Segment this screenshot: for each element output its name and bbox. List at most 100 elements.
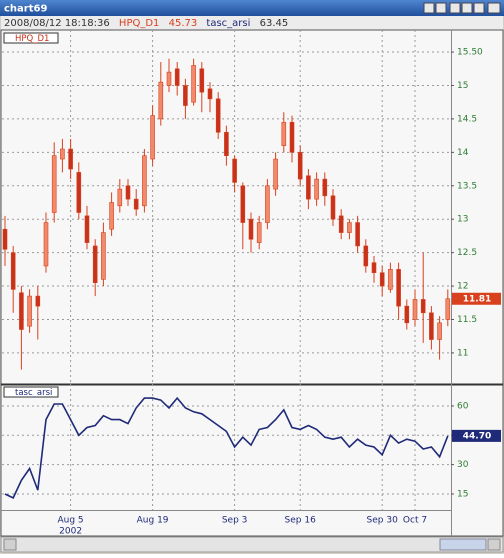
candle-body [35,295,41,307]
x-tick-label: Sep 16 [285,516,317,526]
scroll-left[interactable] [3,538,17,551]
indicator-line [4,396,449,499]
x-tick-label: Aug 19 [137,516,169,526]
candle-body [314,178,319,200]
window-title: chart69 [4,4,47,15]
candle-body [51,155,57,213]
candle-body [68,148,73,170]
scroll-right[interactable] [487,538,501,551]
candle-body [76,172,82,213]
panel-label-box [3,32,59,44]
candle-body [215,98,221,133]
candle-body [256,222,262,243]
candle-body [133,198,139,210]
info-line: 2008/08/12 18:18:36 HPQ_D1 45.73 tasc_ar… [4,18,288,29]
year-label: 2002 [59,527,82,537]
candle-body [60,148,65,160]
y-tick-label: 12.5 [457,248,477,258]
candle-body [330,195,336,220]
candle-body [363,245,369,267]
x-tick-label: Sep 3 [222,516,248,526]
candle-body [27,295,32,327]
x-tick-label: Oct 7 [403,516,427,526]
candle-body [207,88,213,100]
candle-body [166,71,172,86]
candle-body [412,299,418,320]
candle-body [191,65,196,103]
candle-body [322,178,328,197]
price: 45.73 [169,18,198,29]
candle-body [232,158,237,183]
y-tick-label: 14 [457,148,469,158]
candle-body [109,202,114,230]
current-value-label: 44.70 [463,431,491,441]
candle-body [150,115,155,160]
candle-body [379,272,385,287]
candle-body [158,81,164,120]
scrollbar[interactable] [0,536,504,553]
current-value-label: 11.81 [463,294,491,304]
x-tick-label: Aug 5 [58,516,84,526]
candle-body [240,185,246,223]
y-tick-label: 15.50 [457,48,483,58]
y-tick-label: 14.5 [457,114,477,124]
candle-body [420,299,426,314]
y-tick-label: 11 [457,348,468,358]
panel-label: HPQ_D1 [15,34,49,44]
candle-body [396,269,401,307]
symbol: HPQ_D1 [119,18,159,29]
indicator-value: 63.45 [260,18,289,29]
scroll-thumb[interactable] [439,538,487,551]
candle-body [437,322,442,340]
y-tick-label: 15 [457,489,468,499]
info-bar [1,16,503,30]
candle-body [265,185,270,223]
candle-body [273,158,278,190]
candle-body [183,85,188,106]
candle-body [281,121,287,146]
candle-body [248,218,254,240]
candle-body [199,68,205,93]
candle-body [142,155,147,207]
y-tick-label: 13 [457,215,468,225]
panel-label-box [3,386,59,398]
candle-body [117,188,123,207]
y-tick-label: 15 [457,81,468,91]
candle-body [101,232,106,280]
y-tick-label: 13.5 [457,181,477,191]
candle-body [174,68,180,86]
candle-body [297,152,303,180]
chart-area [0,29,504,537]
panel-label: tasc_arsi [15,388,52,398]
candle-body [445,298,451,320]
candle-body [84,215,90,243]
y-tick-label: 30 [457,460,469,470]
indicator-name: tasc_arsi [206,18,250,29]
candle-body [10,252,16,290]
candle-body [224,131,229,156]
current-value-box [452,292,501,305]
candle-body [347,222,352,233]
candle-body [125,185,131,200]
candle-body [404,305,410,324]
candle-body [388,269,393,290]
candle-body [371,262,377,273]
candle-body [355,222,360,247]
candle-body [289,121,295,153]
y-tick-label: 60 [457,401,469,411]
y-tick-label: 11.5 [457,315,477,325]
y-tick-label: 12 [457,282,468,292]
title-bar [0,0,504,16]
candle-body [2,228,8,250]
candle-body [429,312,434,340]
candle-body [92,245,98,284]
candle-body [43,222,49,267]
candle-body [19,292,24,330]
candle-body [306,175,311,200]
x-tick-label: Sep 30 [367,516,399,526]
candle-body [338,215,344,233]
timestamp: 2008/08/12 18:18:36 [4,18,110,29]
current-value-box [452,429,501,442]
window-buttons[interactable] [423,2,501,14]
